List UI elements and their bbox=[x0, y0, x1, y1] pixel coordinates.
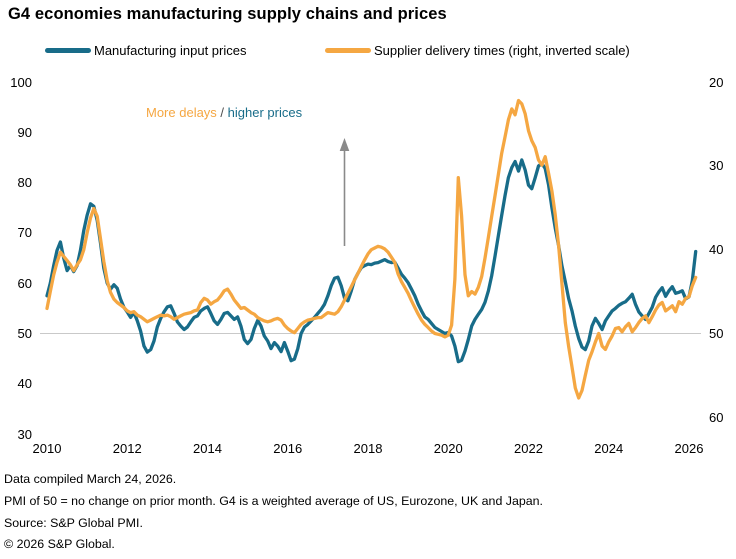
annotation-more-delays: More delays bbox=[146, 105, 217, 120]
series-layer bbox=[45, 98, 698, 400]
y-axis-right-tick-50: 50 bbox=[709, 326, 724, 341]
annotation-separator: / bbox=[216, 105, 228, 120]
x-axis-tick-2018: 2018 bbox=[353, 441, 383, 456]
y-axis-right-tick-20: 20 bbox=[709, 74, 724, 90]
y-axis-left-tick-60: 60 bbox=[17, 275, 32, 291]
y-axis-left-tick-40: 40 bbox=[17, 376, 32, 392]
footnote-copyright: © 2026 S&P Global. bbox=[4, 537, 115, 552]
y-axis-left-tick-100: 100 bbox=[10, 74, 32, 90]
chart-title: G4 economies manufacturing supply chains… bbox=[8, 5, 447, 23]
y-axis-right-tick-30: 30 bbox=[709, 158, 724, 174]
legend-item-delivery-times: Supplier delivery times (right, inverted… bbox=[325, 42, 630, 58]
delivery-times-line-swatch bbox=[325, 47, 371, 53]
x-axis-tick-2022: 2022 bbox=[514, 441, 543, 456]
legend-item-input-prices: Manufacturing input prices bbox=[45, 42, 246, 58]
y-axis-right-tick-40: 40 bbox=[709, 242, 724, 258]
x-axis-tick-2024: 2024 bbox=[594, 441, 624, 456]
up-arrow-icon bbox=[339, 138, 350, 246]
y-axis-right-tick-60: 60 bbox=[709, 409, 724, 425]
annotation-more-delays-higher-prices: More delays / higher prices bbox=[146, 105, 302, 120]
y-axis-left-tick-50: 50 bbox=[17, 326, 32, 341]
footnote-data-compiled: Data compiled March 24, 2026. bbox=[4, 472, 177, 486]
series-line-manufacturing-input-prices bbox=[45, 158, 698, 364]
footnote-source: Source: S&P Global PMI. bbox=[4, 515, 143, 530]
chart-footnotes: Data compiled March 24, 2026. PMI of 50 … bbox=[4, 469, 543, 556]
y-axis-left-tick-80: 80 bbox=[17, 175, 32, 191]
x-axis-tick-2014: 2014 bbox=[193, 441, 222, 456]
x-axis-tick-2012: 2012 bbox=[112, 441, 142, 456]
x-axis-tick-2010: 2010 bbox=[32, 441, 62, 456]
input-prices-line-swatch bbox=[45, 47, 91, 53]
x-axis-tick-2020: 2020 bbox=[433, 441, 463, 456]
y-axis-left-tick-90: 90 bbox=[17, 124, 32, 140]
x-axis-tick-2016: 2016 bbox=[273, 441, 303, 456]
footnote-pmi-definition: PMI of 50 = no change on prior month. G4… bbox=[4, 493, 543, 508]
series-line-supplier-delivery-times-right-inverted-scale bbox=[45, 98, 698, 400]
annotation-higher-prices: higher prices bbox=[227, 105, 303, 120]
y-axis-left-tick-70: 70 bbox=[17, 225, 32, 241]
legend-label-delivery-times: Supplier delivery times (right, inverted… bbox=[374, 42, 630, 58]
x-axis-tick-2026: 2026 bbox=[674, 441, 704, 456]
y-axis-left-tick-30: 30 bbox=[17, 426, 32, 442]
legend-label-input-prices: Manufacturing input prices bbox=[94, 42, 247, 58]
